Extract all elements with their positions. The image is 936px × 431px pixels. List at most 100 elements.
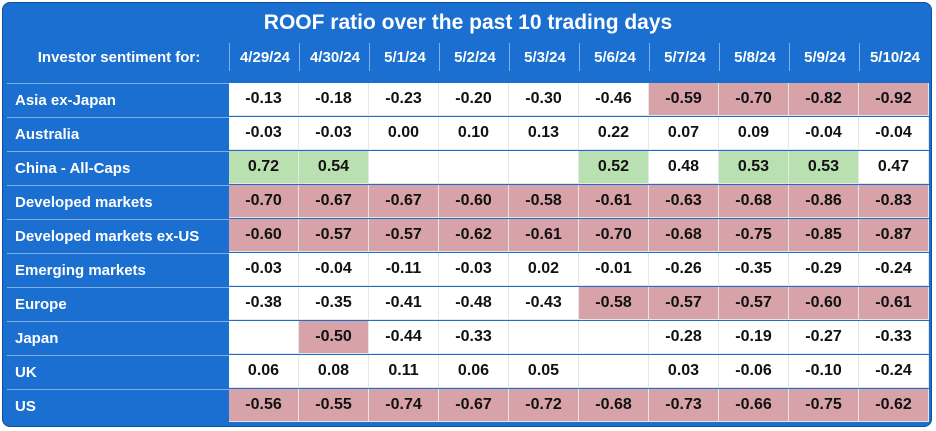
table-cell: -0.57 — [299, 219, 369, 252]
table-cell: 0.11 — [369, 355, 439, 388]
table-cell: -0.68 — [579, 389, 649, 422]
table-cell: -0.82 — [789, 83, 859, 116]
table-cell: -0.85 — [789, 219, 859, 252]
table-cell: -0.13 — [229, 83, 299, 116]
table-cell: -0.06 — [719, 355, 789, 388]
table-cell: -0.33 — [439, 321, 509, 354]
table-cell: -0.83 — [859, 185, 929, 218]
table-cell: 0.52 — [579, 151, 649, 184]
table-cell: 0.06 — [439, 355, 509, 388]
row-label: Australia — [7, 117, 229, 150]
table-cell: -0.61 — [509, 219, 579, 252]
table-cell: -0.68 — [649, 219, 719, 252]
row-label: Asia ex-Japan — [7, 83, 229, 116]
table-cell: -0.72 — [509, 389, 579, 422]
table-cell: -0.75 — [789, 389, 859, 422]
table-cell: -0.46 — [579, 83, 649, 116]
table-cell: -0.04 — [299, 253, 369, 286]
table-cell: -0.03 — [229, 117, 299, 150]
table-cell: -0.70 — [229, 185, 299, 218]
table-cell: -0.61 — [579, 185, 649, 218]
table-cell: 0.05 — [509, 355, 579, 388]
table-cell: -0.50 — [299, 321, 369, 354]
table-cell: 0.08 — [299, 355, 369, 388]
table-title: ROOF ratio over the past 10 trading days — [263, 11, 673, 34]
table-cell: -0.56 — [229, 389, 299, 422]
table-cell — [229, 321, 299, 354]
table-cell — [509, 151, 579, 184]
table-cell: 0.47 — [859, 151, 929, 184]
column-header: 5/9/24 — [789, 43, 860, 71]
table-cell: 0.72 — [229, 151, 299, 184]
row-label: Developed markets ex-US — [7, 219, 229, 252]
table-cell: -0.60 — [439, 185, 509, 218]
table-cell: -0.41 — [369, 287, 439, 320]
column-header: 5/6/24 — [579, 43, 650, 71]
table-cell: -0.87 — [859, 219, 929, 252]
table-cell: 0.54 — [299, 151, 369, 184]
table-cell: -0.61 — [859, 287, 929, 320]
row-label: Developed markets — [7, 185, 229, 218]
table-cell: -0.68 — [719, 185, 789, 218]
table-cell: -0.35 — [299, 287, 369, 320]
table-cell: -0.74 — [369, 389, 439, 422]
table-cell: -0.38 — [229, 287, 299, 320]
table-cell: -0.26 — [649, 253, 719, 286]
corner-label: Investor sentiment for: — [37, 48, 201, 66]
table-cell: -0.70 — [579, 219, 649, 252]
table-cell: -0.62 — [859, 389, 929, 422]
table-cell: -0.28 — [649, 321, 719, 354]
table-cell: -0.62 — [439, 219, 509, 252]
column-header: 5/2/24 — [439, 43, 510, 71]
table-cell: -0.11 — [369, 253, 439, 286]
table-cell: -0.29 — [789, 253, 859, 286]
row-label: US — [7, 389, 229, 422]
row-label: UK — [7, 355, 229, 388]
table-cell: 0.10 — [439, 117, 509, 150]
table-cell — [369, 151, 439, 184]
row-label: Europe — [7, 287, 229, 320]
table-cell: 0.07 — [649, 117, 719, 150]
table-cell: -0.67 — [299, 185, 369, 218]
table-cell: 0.53 — [719, 151, 789, 184]
table-cell: -0.44 — [369, 321, 439, 354]
table-cell: -0.03 — [299, 117, 369, 150]
table-cell: -0.01 — [579, 253, 649, 286]
table-cell: -0.73 — [649, 389, 719, 422]
row-label: Emerging markets — [7, 253, 229, 286]
table-cell: -0.23 — [369, 83, 439, 116]
table-cell: -0.04 — [859, 117, 929, 150]
table-cell: -0.57 — [649, 287, 719, 320]
table-cell — [439, 151, 509, 184]
table-cell: -0.66 — [719, 389, 789, 422]
table-cell: -0.27 — [789, 321, 859, 354]
column-header: 5/7/24 — [649, 43, 720, 71]
table-cell: 0.02 — [509, 253, 579, 286]
table-cell: 0.09 — [719, 117, 789, 150]
table-cell: -0.19 — [719, 321, 789, 354]
column-header: 5/1/24 — [369, 43, 440, 71]
row-label: Japan — [7, 321, 229, 354]
table-cell: -0.63 — [649, 185, 719, 218]
column-header: 4/30/24 — [299, 43, 370, 71]
table-cell: -0.30 — [509, 83, 579, 116]
table-cell: -0.59 — [649, 83, 719, 116]
column-header: 4/29/24 — [229, 43, 300, 71]
table-cell: -0.57 — [719, 287, 789, 320]
column-header: 5/3/24 — [509, 43, 580, 71]
table-cell: -0.60 — [789, 287, 859, 320]
table-cell: -0.04 — [789, 117, 859, 150]
table-cell: -0.75 — [719, 219, 789, 252]
table-cell: -0.70 — [719, 83, 789, 116]
table-cell — [509, 321, 579, 354]
table-cell: -0.67 — [439, 389, 509, 422]
table-cell: -0.18 — [299, 83, 369, 116]
table-cell: -0.57 — [369, 219, 439, 252]
roof-ratio-table: ROOF ratio over the past 10 trading days… — [2, 2, 932, 427]
table-cell: -0.55 — [299, 389, 369, 422]
table-cell: -0.03 — [439, 253, 509, 286]
table-cell: -0.60 — [229, 219, 299, 252]
table-cell: -0.24 — [859, 253, 929, 286]
table-cell: 0.03 — [649, 355, 719, 388]
table-cell: 0.00 — [369, 117, 439, 150]
